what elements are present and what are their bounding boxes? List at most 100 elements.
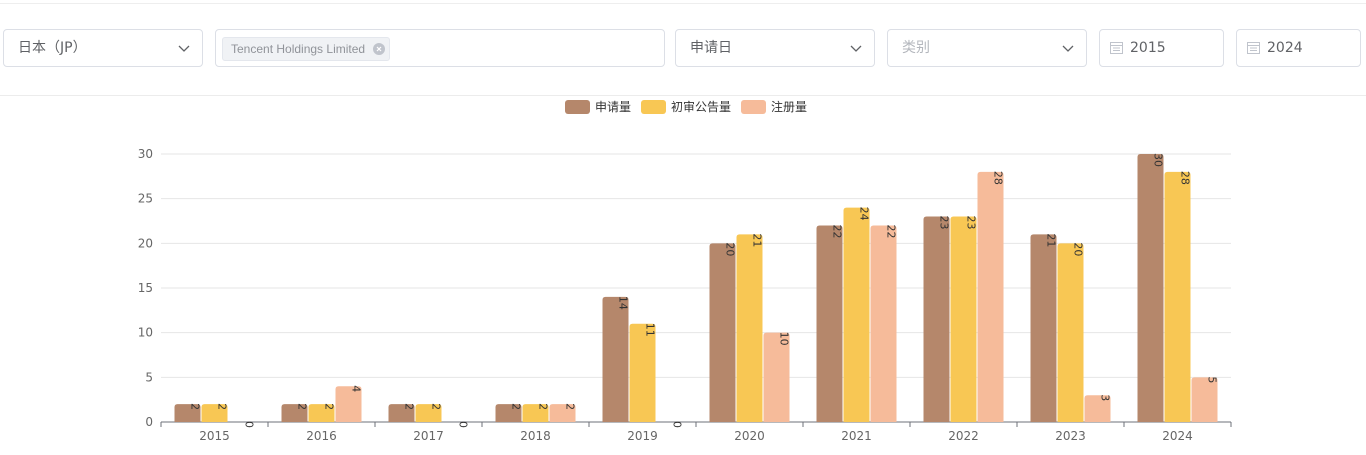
bar bbox=[1030, 234, 1057, 422]
end-year-value: 2024 bbox=[1267, 40, 1303, 56]
date-type-select[interactable]: 申请日 bbox=[675, 29, 875, 67]
data-label: 2 bbox=[216, 403, 229, 410]
data-label: 2 bbox=[564, 403, 577, 410]
legend-label: 初审公告量 bbox=[671, 100, 732, 114]
bar bbox=[281, 404, 308, 422]
date-type-value: 申请日 bbox=[690, 40, 732, 56]
close-circle-icon[interactable] bbox=[373, 43, 386, 55]
start-year-picker[interactable]: 2015 bbox=[1099, 29, 1224, 67]
bar bbox=[763, 332, 790, 422]
bar bbox=[843, 207, 870, 422]
data-label: 23 bbox=[965, 216, 978, 230]
bar bbox=[629, 323, 656, 422]
bar bbox=[1164, 171, 1191, 422]
y-tick-label: 25 bbox=[138, 192, 153, 206]
legend-swatch bbox=[741, 100, 766, 114]
category-select[interactable]: 类别 bbox=[887, 29, 1087, 67]
data-label: 20 bbox=[1072, 242, 1085, 256]
data-label: 0 bbox=[243, 421, 256, 428]
bar bbox=[977, 171, 1004, 422]
bar bbox=[495, 404, 522, 422]
data-label: 2 bbox=[403, 403, 416, 410]
y-tick-label: 10 bbox=[138, 326, 153, 340]
x-tick-label: 2021 bbox=[841, 429, 872, 443]
bar bbox=[709, 243, 736, 422]
chart-legend: 申请量 初审公告量 注册量 bbox=[0, 97, 1366, 117]
data-label: 20 bbox=[724, 242, 737, 256]
x-tick-label: 2023 bbox=[1055, 429, 1086, 443]
bar bbox=[870, 225, 897, 422]
chevron-down-icon bbox=[850, 45, 862, 52]
country-select[interactable]: 日本（JP） bbox=[3, 29, 203, 67]
legend-swatch bbox=[565, 100, 590, 114]
bar bbox=[1191, 377, 1218, 422]
x-tick-label: 2015 bbox=[199, 429, 230, 443]
data-label: 2 bbox=[510, 403, 523, 410]
data-label: 5 bbox=[1206, 376, 1219, 383]
data-label: 2 bbox=[537, 403, 550, 410]
x-tick-label: 2016 bbox=[306, 429, 337, 443]
bar bbox=[549, 404, 576, 422]
applicant-tag-label: Tencent Holdings Limited bbox=[231, 42, 366, 56]
data-label: 4 bbox=[350, 385, 363, 392]
bar bbox=[950, 216, 977, 422]
x-tick-label: 2020 bbox=[734, 429, 765, 443]
bar bbox=[736, 234, 763, 422]
data-label: 2 bbox=[430, 403, 443, 410]
applicant-input[interactable]: Tencent Holdings Limited bbox=[215, 29, 665, 67]
country-select-value: 日本（JP） bbox=[18, 40, 87, 56]
data-label: 0 bbox=[457, 421, 470, 428]
x-tick-label: 2022 bbox=[948, 429, 979, 443]
bar bbox=[522, 404, 549, 422]
data-label: 14 bbox=[617, 296, 630, 310]
category-placeholder: 类别 bbox=[902, 40, 930, 56]
x-tick-label: 2019 bbox=[627, 429, 658, 443]
filter-bar: 日本（JP） Tencent Holdings Limited 申请日 类别 bbox=[0, 0, 1366, 96]
data-label: 21 bbox=[751, 233, 764, 247]
y-tick-label: 15 bbox=[138, 281, 153, 295]
x-tick-label: 2018 bbox=[520, 429, 551, 443]
bar bbox=[923, 216, 950, 422]
legend-swatch bbox=[641, 100, 666, 114]
bar bbox=[388, 404, 415, 422]
legend-label: 申请量 bbox=[595, 100, 632, 114]
bar bbox=[174, 404, 201, 422]
data-label: 10 bbox=[778, 332, 791, 346]
chevron-down-icon bbox=[178, 45, 190, 52]
top-divider bbox=[0, 3, 1366, 4]
y-tick-label: 20 bbox=[138, 236, 153, 250]
start-year-value: 2015 bbox=[1130, 40, 1166, 56]
y-tick-label: 30 bbox=[138, 147, 153, 161]
bar bbox=[201, 404, 228, 422]
bar bbox=[1057, 243, 1084, 422]
bar bbox=[308, 404, 335, 422]
data-label: 30 bbox=[1152, 153, 1165, 167]
data-label: 2 bbox=[296, 403, 309, 410]
y-tick-label: 5 bbox=[145, 370, 153, 384]
x-tick-label: 2024 bbox=[1162, 429, 1193, 443]
data-label: 3 bbox=[1099, 394, 1112, 401]
data-label: 2 bbox=[323, 403, 336, 410]
data-label: 22 bbox=[831, 224, 844, 238]
y-tick-label: 0 bbox=[145, 415, 153, 429]
data-label: 23 bbox=[938, 216, 951, 230]
end-year-picker[interactable]: 2024 bbox=[1236, 29, 1361, 67]
data-label: 2 bbox=[189, 403, 202, 410]
data-label: 28 bbox=[992, 171, 1005, 185]
bar bbox=[602, 296, 629, 422]
bar bbox=[816, 225, 843, 422]
bar bbox=[1137, 154, 1164, 422]
chevron-down-icon bbox=[1062, 45, 1074, 52]
data-label: 0 bbox=[671, 421, 684, 428]
data-label: 11 bbox=[644, 323, 657, 337]
data-label: 28 bbox=[1179, 171, 1192, 185]
legend-label: 注册量 bbox=[771, 100, 808, 114]
bar bbox=[335, 386, 362, 422]
data-label: 21 bbox=[1045, 233, 1058, 247]
x-tick-label: 2017 bbox=[413, 429, 444, 443]
data-label: 24 bbox=[858, 207, 871, 221]
bar bbox=[1084, 395, 1111, 422]
data-label: 22 bbox=[885, 224, 898, 238]
bar bbox=[415, 404, 442, 422]
